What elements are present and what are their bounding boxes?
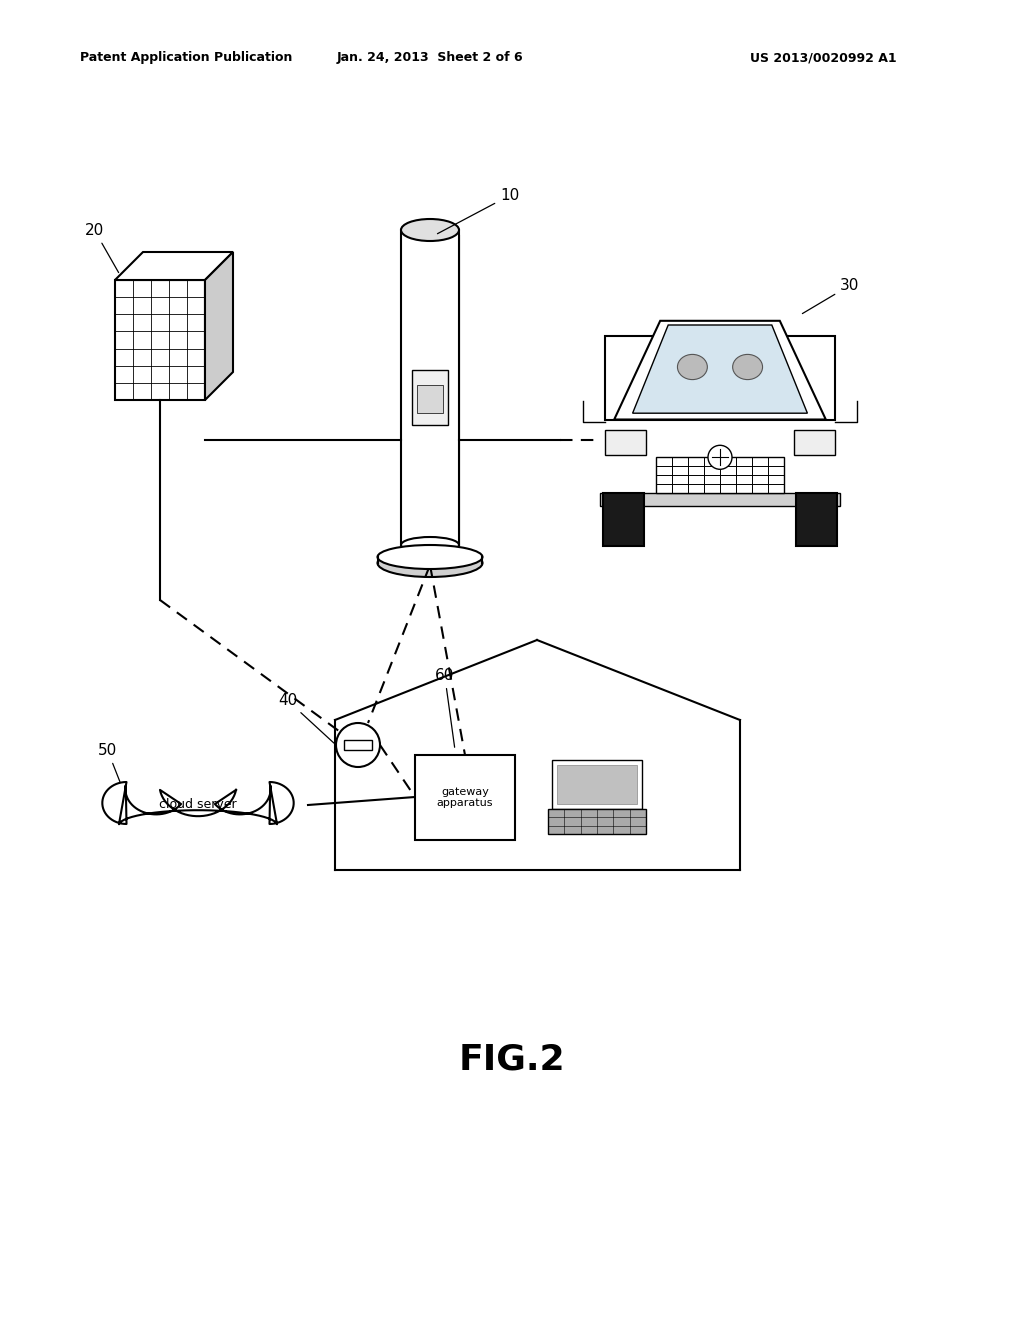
Bar: [600, 492, 840, 506]
Text: 50: 50: [98, 743, 132, 812]
Circle shape: [336, 723, 380, 767]
Text: 30: 30: [803, 279, 859, 314]
Bar: [548, 809, 646, 834]
Bar: [344, 741, 372, 750]
Ellipse shape: [378, 549, 482, 577]
Polygon shape: [633, 325, 807, 413]
Text: Jan. 24, 2013  Sheet 2 of 6: Jan. 24, 2013 Sheet 2 of 6: [337, 51, 523, 65]
Text: cloud server: cloud server: [159, 799, 237, 812]
Bar: [796, 492, 838, 545]
Ellipse shape: [401, 219, 459, 242]
Text: FIG.2: FIG.2: [459, 1043, 565, 1077]
Bar: [401, 230, 459, 545]
Bar: [415, 755, 515, 840]
Ellipse shape: [678, 354, 708, 380]
Text: 10: 10: [437, 187, 519, 234]
Ellipse shape: [378, 545, 482, 569]
Ellipse shape: [732, 354, 763, 380]
Circle shape: [708, 445, 732, 470]
Bar: [417, 385, 443, 413]
Text: 60: 60: [435, 668, 455, 747]
Bar: [655, 457, 784, 492]
Bar: [557, 766, 637, 804]
Text: US 2013/0020992 A1: US 2013/0020992 A1: [750, 51, 897, 65]
Bar: [794, 430, 835, 455]
Bar: [412, 370, 449, 425]
Bar: [115, 280, 205, 400]
Bar: [605, 430, 646, 455]
Polygon shape: [115, 252, 233, 280]
Ellipse shape: [401, 537, 459, 553]
Bar: [605, 335, 835, 420]
Bar: [603, 492, 644, 545]
Text: 20: 20: [85, 223, 119, 273]
Text: gateway
apparatus: gateway apparatus: [437, 787, 494, 808]
Bar: [552, 760, 642, 809]
Polygon shape: [102, 781, 294, 824]
Text: Patent Application Publication: Patent Application Publication: [80, 51, 293, 65]
Polygon shape: [205, 252, 233, 400]
Polygon shape: [614, 321, 825, 420]
Text: 40: 40: [278, 693, 334, 743]
